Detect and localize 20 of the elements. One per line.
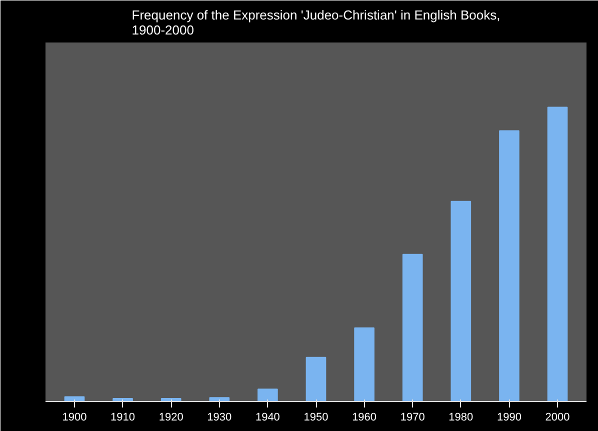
x-tick-label: 1980 — [448, 412, 474, 424]
x-tick-label: 1920 — [158, 412, 184, 424]
x-tick-label: 1910 — [110, 412, 136, 424]
bar — [354, 327, 374, 402]
bar — [450, 200, 472, 402]
x-tick-label: 1900 — [62, 412, 87, 424]
x-tick-label: 1940 — [255, 412, 280, 424]
bar — [209, 397, 230, 402]
bar — [547, 106, 568, 402]
x-tick-label: 1930 — [207, 412, 232, 424]
x-tick-label: 1990 — [496, 412, 522, 424]
bar — [258, 388, 278, 402]
chart-title: Frequency of the Expression 'Judeo-Christian' in English Books, 1900-2000 — [132, 8, 500, 38]
bar — [499, 130, 520, 402]
x-tick-label: 2000 — [545, 412, 570, 424]
x-tick-label: 1960 — [352, 412, 377, 424]
x-tick-label: 1950 — [304, 412, 328, 424]
x-tick-label: 1970 — [400, 412, 425, 424]
bar — [306, 356, 326, 402]
bar — [402, 254, 423, 402]
